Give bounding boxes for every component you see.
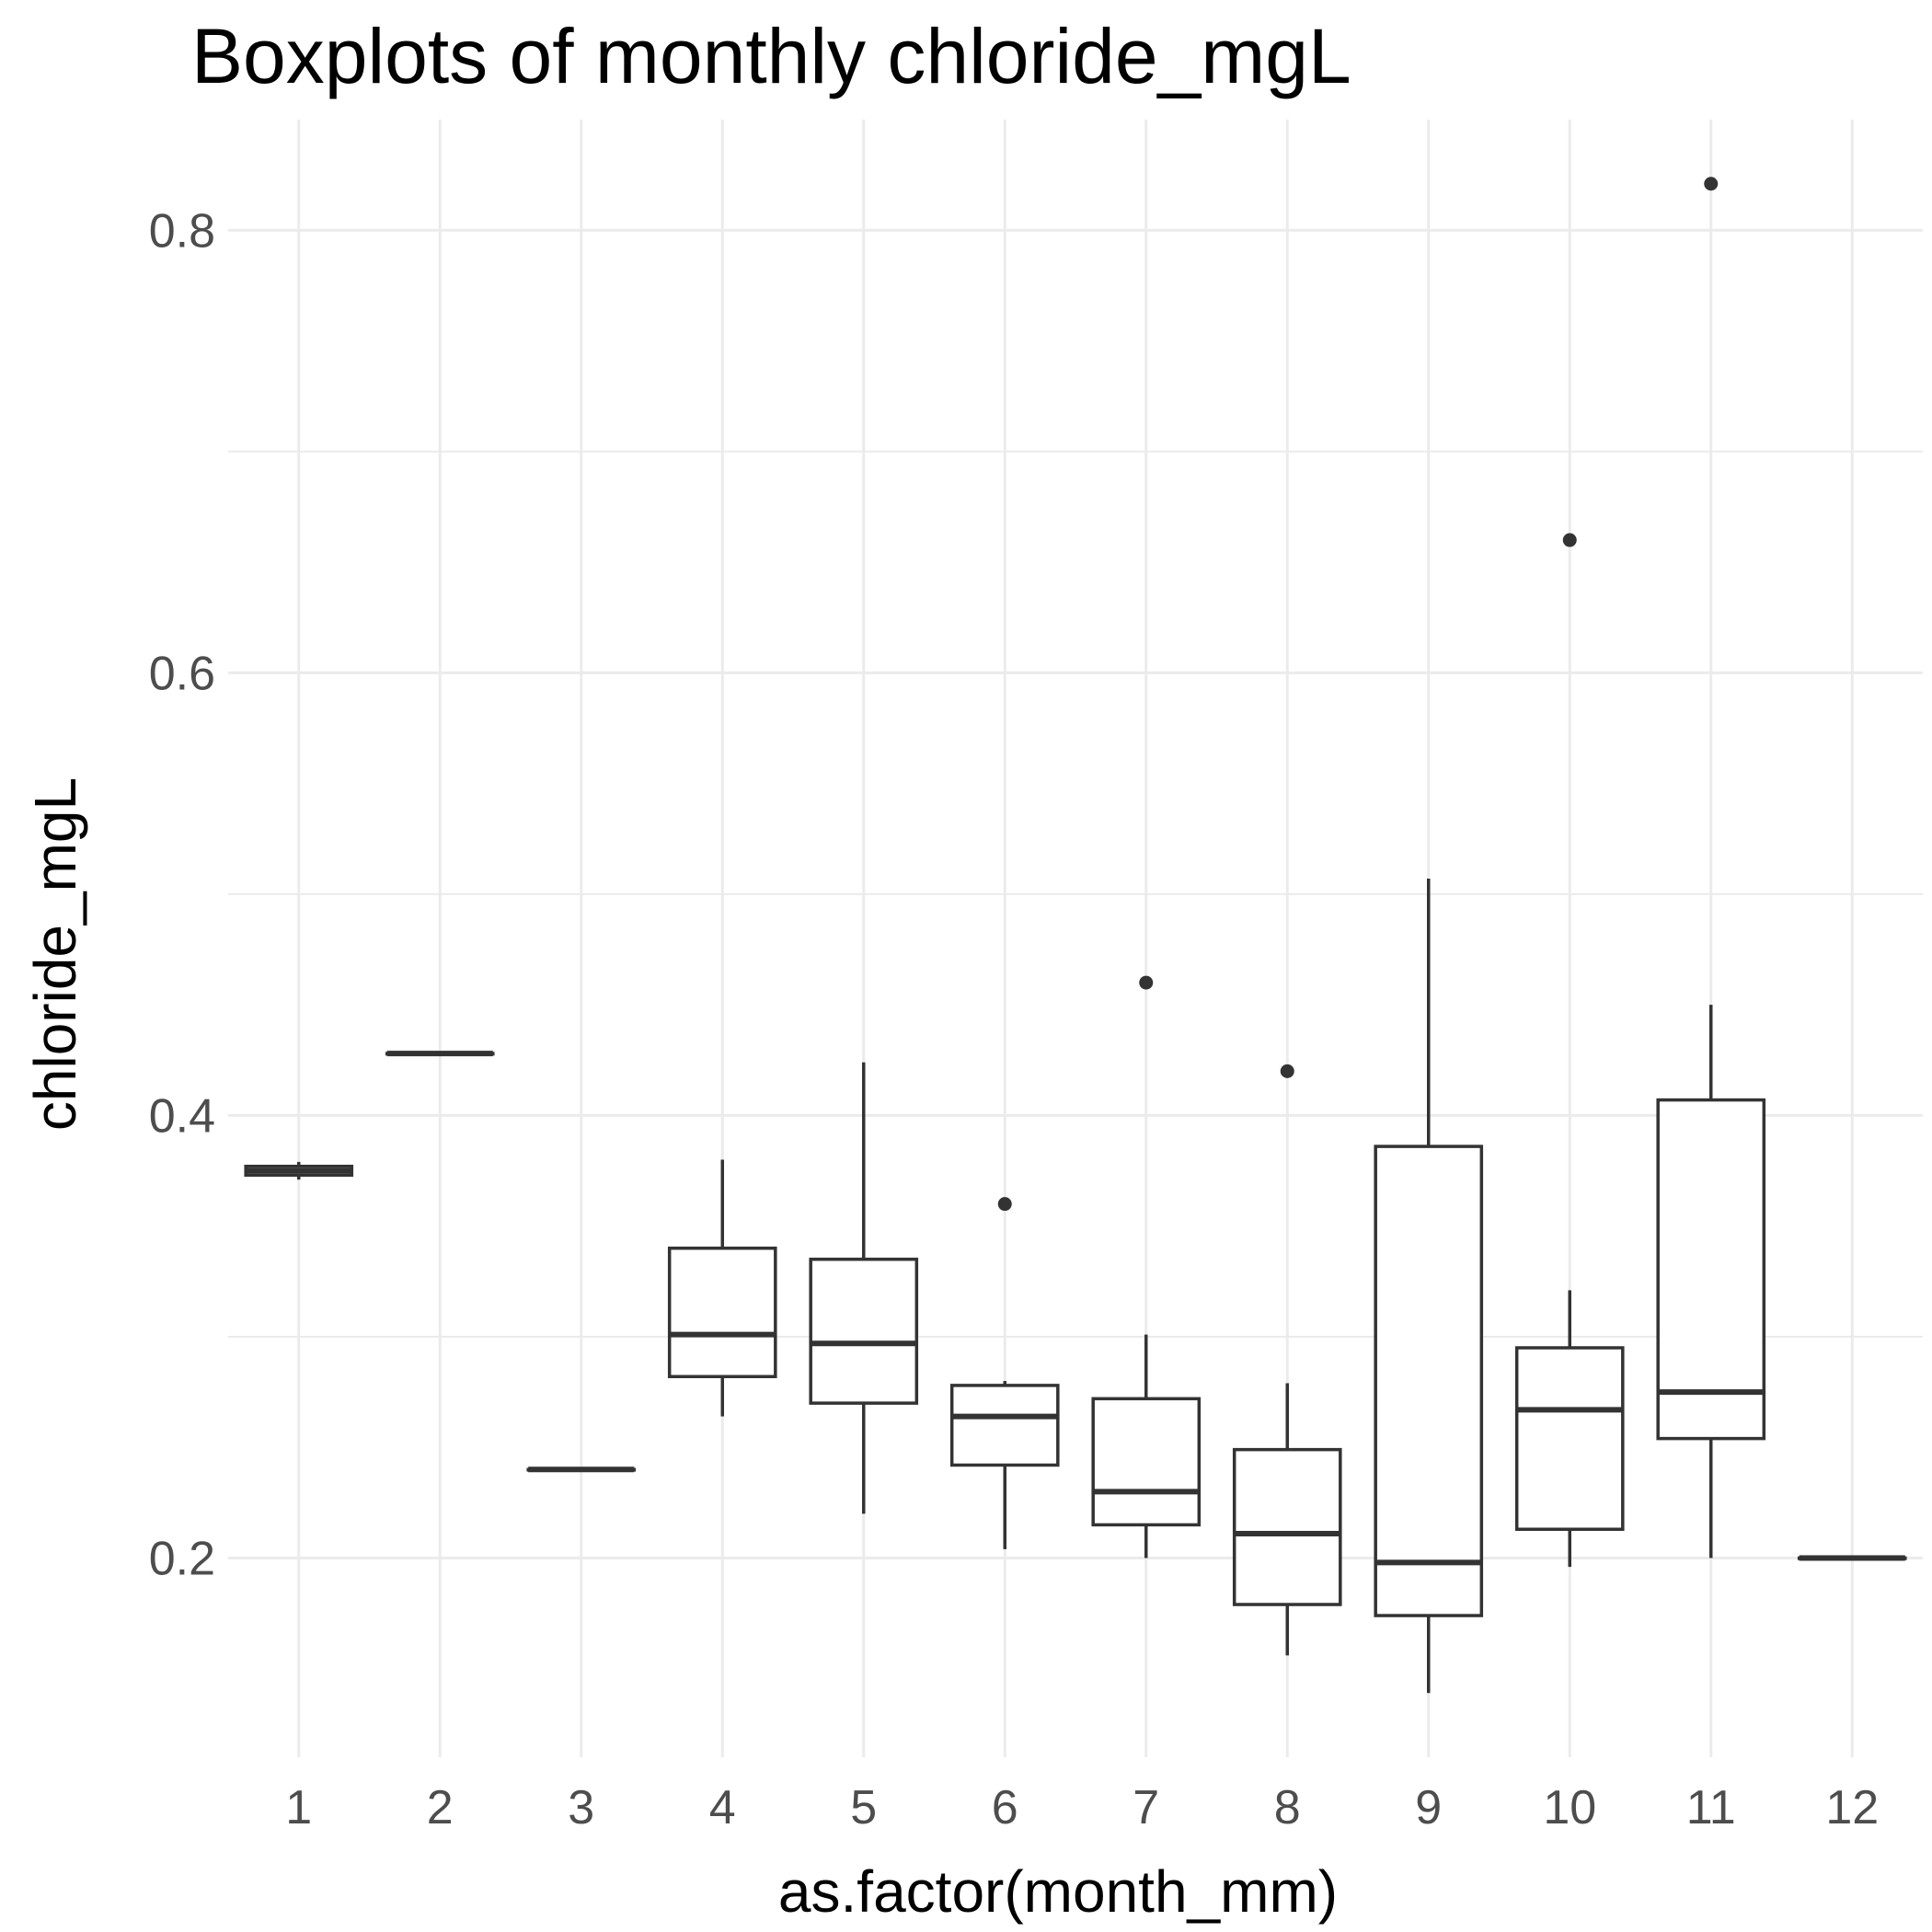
iqr-box — [1091, 1397, 1202, 1527]
box-month-11 — [1656, 177, 1766, 1558]
iqr-box — [1374, 1144, 1484, 1617]
y-tick-label: 0.2 — [149, 1533, 215, 1586]
x-tick-label: 5 — [850, 1781, 877, 1834]
box-month-12 — [1797, 1555, 1907, 1561]
x-tick-label: 7 — [1133, 1781, 1159, 1834]
iqr-box — [1514, 1346, 1625, 1531]
box-month-1 — [244, 1161, 354, 1180]
y-axis-title: chloride_mgL — [22, 777, 88, 1131]
y-tick-label: 0.4 — [149, 1089, 215, 1143]
x-tick-label: 6 — [992, 1781, 1018, 1834]
box-month-2 — [385, 1051, 495, 1057]
box-month-9 — [1374, 879, 1484, 1694]
chart-title: Boxplots of monthly chloride_mgL — [191, 13, 1351, 99]
x-tick-label: 2 — [427, 1781, 454, 1834]
x-tick-label: 1 — [285, 1781, 312, 1834]
x-tick-label: 3 — [568, 1781, 594, 1834]
outlier-point — [997, 1197, 1012, 1212]
x-tick-label: 4 — [709, 1781, 736, 1834]
box-month-6 — [949, 1197, 1060, 1549]
x-tick-label: 10 — [1543, 1781, 1596, 1834]
outlier-point — [1280, 1064, 1294, 1078]
outlier-point — [1139, 975, 1154, 990]
box-month-4 — [667, 1159, 777, 1417]
box-month-8 — [1232, 1064, 1342, 1656]
outlier-point — [1562, 533, 1577, 547]
iqr-box — [1656, 1098, 1766, 1441]
y-tick-labels: 0.2 0.4 0.6 0.8 — [149, 204, 215, 1585]
box-month-7 — [1091, 975, 1202, 1558]
y-tick-label: 0.8 — [149, 204, 215, 258]
iqr-box — [949, 1384, 1060, 1467]
iqr-box — [1232, 1447, 1342, 1606]
box-month-3 — [526, 1466, 637, 1473]
x-tick-label: 12 — [1825, 1781, 1879, 1834]
iqr-box — [667, 1247, 777, 1379]
x-axis-title: as.factor(month_mm) — [778, 1858, 1338, 1925]
y-tick-label: 0.6 — [149, 647, 215, 700]
outlier-point — [1704, 177, 1719, 191]
box-month-10 — [1514, 533, 1625, 1568]
box-month-5 — [809, 1062, 919, 1514]
boxes — [244, 177, 1907, 1694]
grid-lines — [228, 120, 1923, 1757]
iqr-box — [809, 1258, 919, 1405]
x-tick-label: 11 — [1686, 1781, 1736, 1834]
x-tick-label: 9 — [1415, 1781, 1442, 1834]
x-tick-label: 8 — [1274, 1781, 1301, 1834]
x-tick-labels: 1 2 3 4 5 6 7 8 9 10 11 12 — [285, 1781, 1879, 1834]
